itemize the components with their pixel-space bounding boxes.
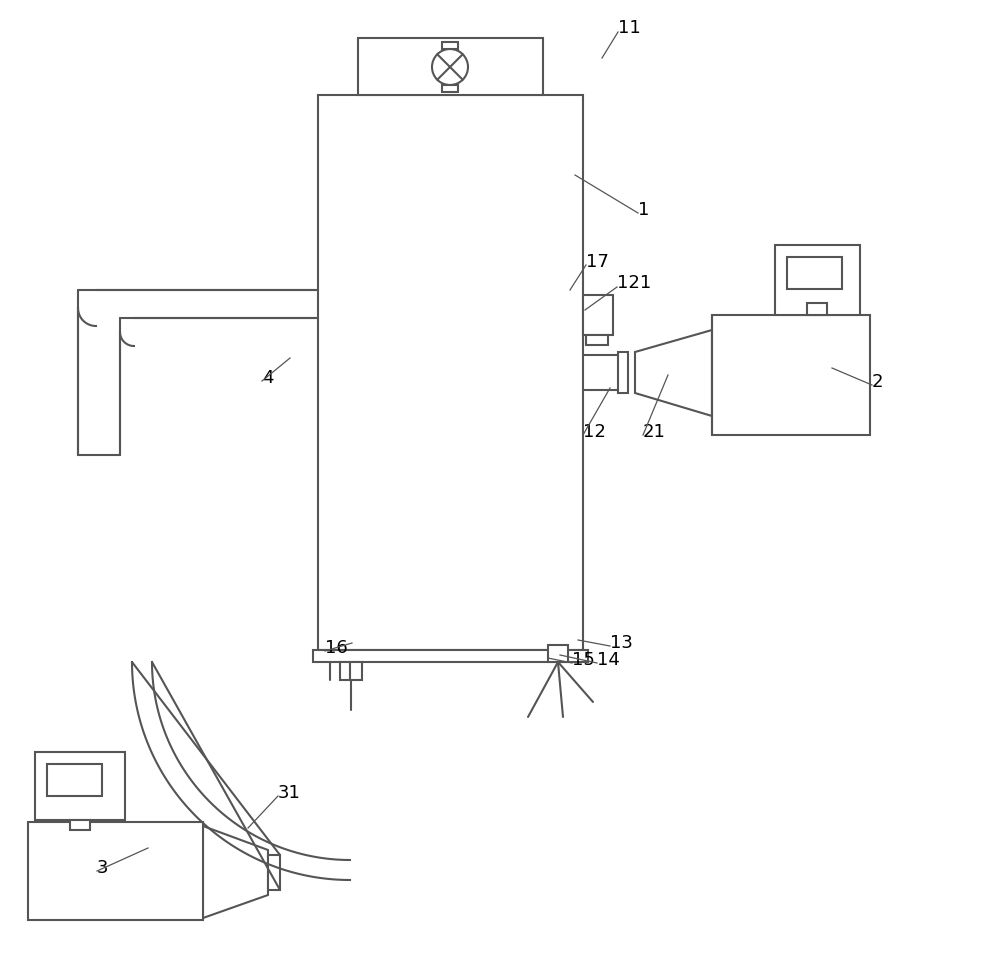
Text: 14: 14: [597, 651, 620, 669]
Bar: [442, 85, 458, 92]
Bar: [340, 662, 362, 680]
Bar: [268, 855, 280, 890]
Bar: [807, 303, 827, 315]
Bar: [313, 650, 588, 662]
Bar: [787, 257, 842, 289]
Text: 11: 11: [618, 19, 641, 37]
Text: 13: 13: [610, 634, 633, 652]
Text: 17: 17: [586, 253, 609, 271]
Text: 1: 1: [638, 201, 649, 219]
Bar: [47, 764, 102, 796]
Bar: [775, 245, 860, 315]
Bar: [358, 38, 543, 95]
Text: 2: 2: [872, 373, 884, 391]
Text: 31: 31: [278, 784, 301, 802]
Text: 15: 15: [572, 651, 595, 669]
Text: 16: 16: [325, 639, 348, 657]
Bar: [70, 820, 90, 830]
Bar: [586, 335, 608, 345]
Text: 3: 3: [97, 859, 108, 877]
Text: 12: 12: [583, 423, 606, 441]
Text: 121: 121: [617, 274, 651, 292]
Bar: [442, 42, 458, 49]
Bar: [35, 752, 125, 820]
Bar: [548, 645, 568, 662]
Polygon shape: [203, 826, 268, 918]
Bar: [318, 95, 583, 650]
Text: 4: 4: [262, 369, 274, 387]
Bar: [618, 352, 628, 393]
Bar: [583, 295, 613, 335]
Bar: [28, 822, 203, 920]
Polygon shape: [635, 330, 712, 416]
Bar: [712, 315, 870, 435]
Text: 21: 21: [643, 423, 666, 441]
